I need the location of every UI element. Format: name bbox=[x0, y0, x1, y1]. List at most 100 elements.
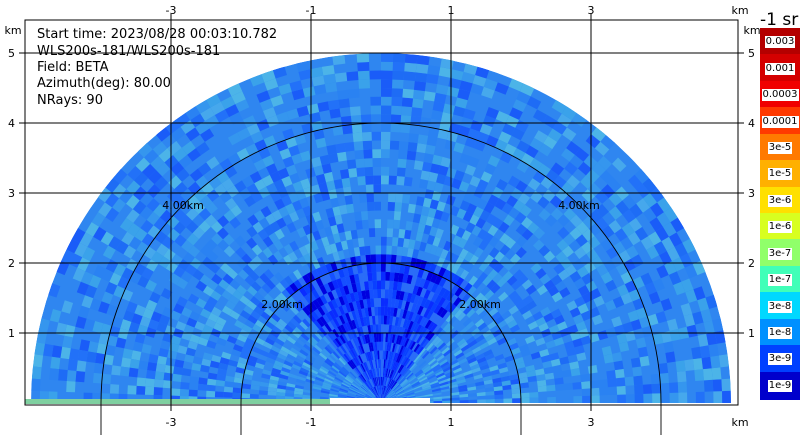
field-bin bbox=[214, 391, 224, 398]
field-bin bbox=[711, 367, 722, 380]
field-bin bbox=[532, 170, 546, 184]
colorbar-label: 1e-9 bbox=[767, 379, 793, 392]
field-bin bbox=[272, 66, 287, 79]
y-tick-label: 1 bbox=[8, 327, 15, 340]
field-bin bbox=[447, 303, 457, 314]
field-bin bbox=[218, 279, 230, 290]
field-bin bbox=[399, 377, 407, 385]
field-bin bbox=[595, 217, 609, 231]
field-bin bbox=[348, 247, 356, 258]
field-bin bbox=[494, 394, 504, 400]
field-bin bbox=[223, 245, 236, 258]
field-bin bbox=[605, 246, 619, 260]
field-bin bbox=[353, 380, 361, 387]
field-bin bbox=[436, 201, 446, 212]
field-bin bbox=[206, 384, 216, 392]
field-bin bbox=[267, 303, 277, 314]
field-bin bbox=[351, 319, 357, 329]
field-bin bbox=[341, 177, 351, 188]
field-bin bbox=[381, 368, 384, 377]
field-bin bbox=[660, 382, 670, 394]
field-bin bbox=[405, 389, 414, 395]
field-bin bbox=[258, 390, 268, 396]
field-bin bbox=[351, 310, 357, 320]
field-bin bbox=[604, 299, 617, 312]
field-bin bbox=[436, 306, 445, 316]
field-bin bbox=[421, 383, 431, 389]
field-bin bbox=[357, 308, 363, 319]
field-bin bbox=[567, 354, 578, 363]
field-bin bbox=[535, 368, 545, 376]
field-bin bbox=[462, 317, 473, 327]
field-bin bbox=[345, 376, 354, 383]
field-bin bbox=[95, 352, 106, 365]
field-bin bbox=[350, 348, 357, 358]
field-bin bbox=[286, 336, 297, 345]
field-bin bbox=[274, 322, 285, 331]
field-bin bbox=[666, 246, 680, 262]
field-bin bbox=[441, 112, 453, 123]
field-bin bbox=[375, 377, 378, 386]
field-bin bbox=[591, 162, 606, 177]
field-bin bbox=[451, 346, 461, 355]
field-bin bbox=[569, 270, 582, 283]
field-bin bbox=[663, 341, 674, 353]
field-bin bbox=[483, 78, 498, 91]
field-bin bbox=[317, 101, 330, 113]
field-bin bbox=[412, 213, 422, 224]
field-bin bbox=[402, 309, 408, 319]
field-bin bbox=[337, 395, 347, 399]
field-bin bbox=[656, 212, 671, 227]
field-bin bbox=[338, 315, 346, 325]
field-bin bbox=[387, 378, 392, 388]
field-bin bbox=[329, 243, 338, 254]
field-bin bbox=[413, 323, 420, 333]
field-bin bbox=[412, 385, 422, 390]
field-bin bbox=[341, 313, 349, 324]
field-bin bbox=[292, 269, 303, 280]
field-bin bbox=[374, 386, 379, 395]
field-bin bbox=[220, 262, 232, 274]
field-bin bbox=[285, 285, 295, 296]
field-bin bbox=[482, 375, 493, 382]
field-bin bbox=[345, 303, 352, 313]
field-bin bbox=[487, 320, 498, 330]
field-bin bbox=[346, 71, 359, 82]
field-bin bbox=[234, 235, 247, 247]
field-bin bbox=[377, 350, 380, 360]
field-bin bbox=[580, 241, 594, 254]
field-bin bbox=[263, 135, 277, 148]
field-bin bbox=[514, 357, 524, 365]
field-bin bbox=[421, 363, 430, 371]
field-bin bbox=[535, 337, 546, 347]
field-bin bbox=[538, 322, 549, 332]
field-bin bbox=[43, 343, 54, 357]
field-bin bbox=[404, 301, 410, 311]
field-bin bbox=[569, 361, 580, 370]
field-bin bbox=[330, 388, 339, 393]
field-bin bbox=[373, 175, 381, 185]
field-bin bbox=[348, 349, 355, 359]
field-bin bbox=[34, 342, 45, 356]
field-bin bbox=[274, 198, 286, 210]
field-bin bbox=[330, 340, 338, 350]
field-bin bbox=[389, 360, 394, 370]
field-bin bbox=[425, 342, 434, 351]
field-bin bbox=[371, 131, 381, 141]
field-bin bbox=[382, 385, 386, 395]
field-bin bbox=[376, 271, 381, 281]
field-bin bbox=[286, 108, 299, 121]
field-bin bbox=[216, 227, 229, 240]
field-bin bbox=[513, 199, 526, 212]
field-bin bbox=[634, 384, 644, 395]
field-bin bbox=[470, 83, 484, 96]
field-bin bbox=[276, 217, 287, 229]
field-bin bbox=[434, 275, 443, 286]
field-bin bbox=[257, 228, 269, 241]
field-bin bbox=[476, 392, 486, 397]
field-bin bbox=[74, 242, 88, 258]
field-bin bbox=[518, 192, 531, 205]
field-bin bbox=[368, 342, 372, 352]
field-bin bbox=[464, 251, 474, 263]
field-bin bbox=[405, 221, 413, 231]
